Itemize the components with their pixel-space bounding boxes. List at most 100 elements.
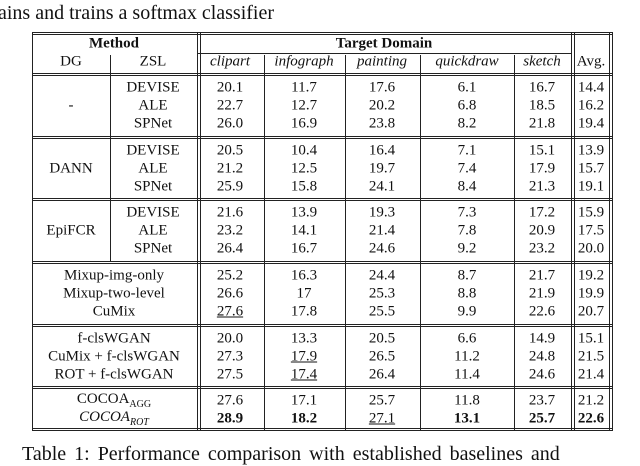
cell-value: 20.1 <box>216 79 244 96</box>
zsl-label: SPNet <box>133 240 173 257</box>
header-domain: quickdraw <box>435 53 499 70</box>
rule <box>32 32 33 431</box>
header-avg: Avg. <box>576 53 606 70</box>
top-text: ains and trains a softmax classifier <box>0 2 275 24</box>
zsl-label: ALE <box>138 160 168 177</box>
cell-value: 21.6 <box>216 204 244 221</box>
cell-value: 21.5 <box>577 348 605 365</box>
cell-value: 23.2 <box>216 222 244 239</box>
cell-value: 22.6 <box>577 410 605 427</box>
cell-value: 12.5 <box>290 160 318 177</box>
cell-value: 12.7 <box>290 97 318 114</box>
cell-value: 10.4 <box>290 142 318 159</box>
cell-value: 20.5 <box>216 142 244 159</box>
rule <box>32 261 612 262</box>
header-dg: DG <box>60 53 82 70</box>
cell-value: 9.2 <box>457 240 477 257</box>
method-label: COCOAAGG <box>76 391 152 410</box>
rule <box>32 73 612 74</box>
cell-value: 24.1 <box>368 178 396 195</box>
rule <box>32 428 612 429</box>
cell-value: 8.7 <box>457 267 477 284</box>
cell-value: 21.3 <box>528 178 556 195</box>
rule <box>609 32 610 431</box>
cell-value: 26.5 <box>368 348 396 365</box>
cell-value: 7.1 <box>457 142 477 159</box>
method-label: ROT + f-clsWGAN <box>54 366 174 383</box>
method-sub: AGG <box>129 399 152 410</box>
cell-value: 20.2 <box>368 97 396 114</box>
cell-value: 27.6 <box>216 392 244 409</box>
cell-value: 17 <box>296 285 312 302</box>
cell-value: 8.4 <box>457 178 477 195</box>
cell-value: 8.2 <box>457 115 477 132</box>
cell-value: 13.9 <box>290 204 318 221</box>
cell-value: 27.6 <box>216 303 244 320</box>
zsl-label: ALE <box>138 222 168 239</box>
cell-value: 20.0 <box>577 240 605 257</box>
cell-value: 20.9 <box>528 222 556 239</box>
rule <box>571 32 572 431</box>
cell-value: 24.6 <box>368 240 396 257</box>
caption: Table 1: Performance comparison with est… <box>22 443 560 465</box>
zsl-label: DEVISE <box>126 79 180 96</box>
cell-value: 11.8 <box>454 392 480 409</box>
zsl-label: DEVISE <box>126 204 180 221</box>
cell-value: 19.2 <box>577 267 605 284</box>
cell-value: 14.9 <box>528 330 556 347</box>
cell-value: 24.4 <box>368 267 396 284</box>
zsl-label: SPNet <box>133 115 173 132</box>
cell-value: 27.3 <box>216 348 244 365</box>
rule <box>32 326 612 327</box>
rule <box>200 32 201 431</box>
cell-value: 25.2 <box>216 267 244 284</box>
method-label: CuMix <box>92 303 136 320</box>
rule <box>574 32 575 431</box>
method-sub: ROT <box>129 417 149 428</box>
cell-value: 26.4 <box>216 240 244 257</box>
cell-value: 11.2 <box>454 348 480 365</box>
cell-value: 13.9 <box>577 142 605 159</box>
cell-value: 6.6 <box>457 330 477 347</box>
cell-value: 8.8 <box>457 285 477 302</box>
cell-value: 16.3 <box>290 267 318 284</box>
rule <box>32 138 612 139</box>
cell-value: 11.7 <box>291 79 317 96</box>
cell-value: 17.8 <box>290 303 318 320</box>
cell-value: 17.9 <box>528 160 556 177</box>
cell-value: 24.6 <box>528 366 556 383</box>
cell-value: 21.4 <box>368 222 396 239</box>
cell-value: 25.7 <box>528 410 556 427</box>
method-label: COCOAROT <box>79 409 149 428</box>
cell-value: 19.3 <box>368 204 396 221</box>
cell-value: 16.2 <box>577 97 605 114</box>
cell-value: 25.7 <box>368 392 396 409</box>
cell-value: 22.7 <box>216 97 244 114</box>
cell-value: 14.4 <box>577 79 605 96</box>
cell-value: 6.1 <box>457 79 477 96</box>
cell-value: 15.1 <box>528 142 556 159</box>
cell-value: 22.6 <box>528 303 556 320</box>
rule <box>612 32 613 431</box>
cell-value: 19.4 <box>577 115 605 132</box>
cell-value: 21.4 <box>577 366 605 383</box>
cell-value: 21.2 <box>577 392 605 409</box>
cell-value: 19.7 <box>368 160 396 177</box>
cell-value: 17.1 <box>290 392 318 409</box>
cell-value: 15.7 <box>577 160 605 177</box>
rule <box>32 324 612 325</box>
rule <box>32 263 612 264</box>
cell-value: 23.2 <box>528 240 556 257</box>
rule <box>32 34 612 35</box>
cell-value: 16.9 <box>290 115 318 132</box>
cell-value: 11.4 <box>454 366 480 383</box>
cell-value: 20.7 <box>577 303 605 320</box>
header-domain: infograph <box>274 53 334 70</box>
cell-value: 25.5 <box>368 303 396 320</box>
cell-value: 16.4 <box>368 142 396 159</box>
header-domain: painting <box>356 53 408 70</box>
cell-value: 15.9 <box>577 204 605 221</box>
cell-value: 7.8 <box>457 222 477 239</box>
cell-value: 18.2 <box>290 410 318 427</box>
